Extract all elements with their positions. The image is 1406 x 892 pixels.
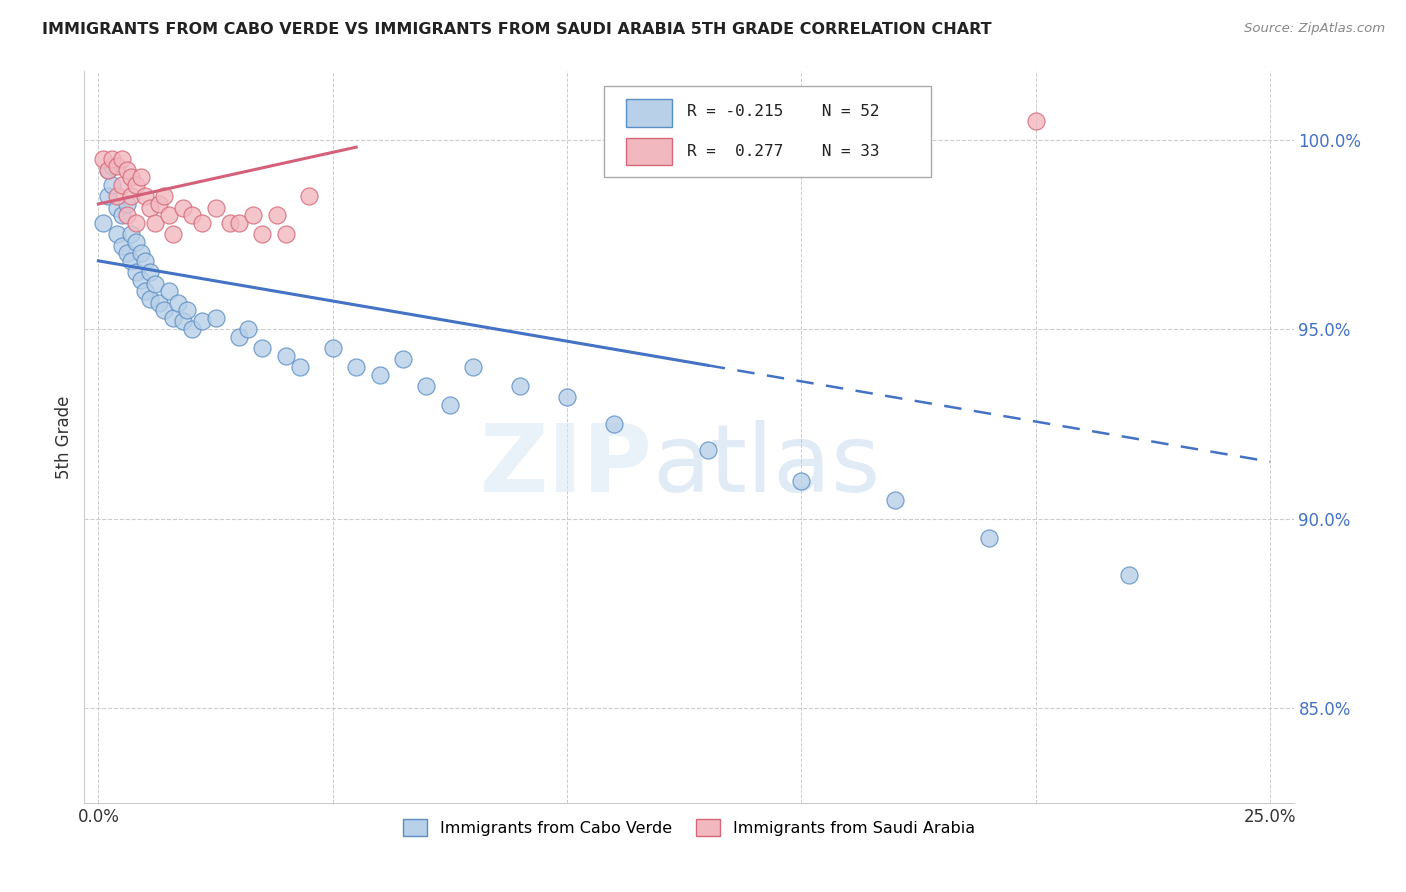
- Point: [162, 310, 184, 325]
- Point: [111, 178, 134, 192]
- Text: R =  0.277    N = 33: R = 0.277 N = 33: [686, 144, 879, 159]
- Point: [101, 159, 124, 173]
- Point: [153, 303, 176, 318]
- Point: [603, 417, 626, 431]
- Point: [344, 359, 367, 374]
- Point: [139, 201, 162, 215]
- Point: [134, 189, 156, 203]
- Point: [105, 227, 128, 242]
- Point: [115, 208, 138, 222]
- Point: [134, 284, 156, 298]
- Point: [463, 359, 485, 374]
- Point: [148, 295, 170, 310]
- Point: [157, 208, 180, 222]
- Point: [105, 159, 128, 173]
- Point: [238, 322, 260, 336]
- Point: [143, 277, 166, 291]
- Point: [228, 329, 250, 343]
- Point: [204, 310, 226, 325]
- Text: IMMIGRANTS FROM CABO VERDE VS IMMIGRANTS FROM SAUDI ARABIA 5TH GRADE CORRELATION: IMMIGRANTS FROM CABO VERDE VS IMMIGRANTS…: [42, 22, 991, 37]
- Point: [415, 379, 437, 393]
- Point: [139, 265, 162, 279]
- Text: ZIP: ZIP: [479, 420, 652, 512]
- Point: [392, 352, 415, 367]
- Point: [125, 178, 148, 192]
- Point: [97, 189, 120, 203]
- Point: [120, 227, 142, 242]
- Point: [190, 314, 212, 328]
- Bar: [626, 99, 672, 127]
- Point: [101, 178, 124, 192]
- Point: [190, 216, 212, 230]
- Point: [176, 303, 198, 318]
- Point: [115, 197, 138, 211]
- Point: [148, 197, 170, 211]
- Point: [439, 398, 461, 412]
- Point: [125, 235, 148, 249]
- Point: [1025, 113, 1047, 128]
- Point: [204, 201, 226, 215]
- Point: [218, 216, 240, 230]
- Point: [157, 284, 180, 298]
- Point: [696, 443, 718, 458]
- Point: [111, 238, 134, 252]
- Point: [172, 314, 194, 328]
- Text: R = -0.215    N = 52: R = -0.215 N = 52: [686, 104, 879, 120]
- Point: [977, 531, 1000, 545]
- Point: [101, 152, 124, 166]
- Point: [91, 216, 114, 230]
- Point: [181, 322, 204, 336]
- Point: [266, 208, 288, 222]
- Point: [322, 341, 344, 355]
- Point: [111, 208, 134, 222]
- Point: [162, 227, 184, 242]
- Point: [134, 253, 156, 268]
- Point: [91, 152, 114, 166]
- Point: [509, 379, 531, 393]
- Point: [139, 292, 162, 306]
- Point: [120, 189, 142, 203]
- Point: [288, 359, 311, 374]
- Point: [555, 390, 578, 404]
- Point: [97, 162, 120, 177]
- Point: [242, 208, 264, 222]
- Point: [252, 227, 274, 242]
- Point: [274, 349, 297, 363]
- Point: [105, 189, 128, 203]
- Point: [129, 170, 152, 185]
- Bar: [626, 137, 672, 165]
- Point: [120, 170, 142, 185]
- Text: Source: ZipAtlas.com: Source: ZipAtlas.com: [1244, 22, 1385, 36]
- Point: [97, 162, 120, 177]
- Point: [252, 341, 274, 355]
- Point: [172, 201, 194, 215]
- Y-axis label: 5th Grade: 5th Grade: [55, 395, 73, 479]
- Point: [274, 227, 297, 242]
- Point: [368, 368, 391, 382]
- Point: [181, 208, 204, 222]
- Point: [167, 295, 190, 310]
- Point: [298, 189, 321, 203]
- Point: [115, 162, 138, 177]
- Point: [129, 273, 152, 287]
- Point: [120, 253, 142, 268]
- Point: [125, 265, 148, 279]
- Point: [129, 246, 152, 260]
- Point: [105, 201, 128, 215]
- Point: [790, 474, 813, 488]
- Point: [111, 152, 134, 166]
- Point: [228, 216, 250, 230]
- Legend: Immigrants from Cabo Verde, Immigrants from Saudi Arabia: Immigrants from Cabo Verde, Immigrants f…: [396, 813, 981, 842]
- FancyBboxPatch shape: [605, 86, 931, 178]
- Point: [143, 216, 166, 230]
- Point: [884, 492, 907, 507]
- Text: atlas: atlas: [652, 420, 882, 512]
- Point: [1118, 568, 1140, 582]
- Point: [115, 246, 138, 260]
- Point: [153, 189, 176, 203]
- Point: [125, 216, 148, 230]
